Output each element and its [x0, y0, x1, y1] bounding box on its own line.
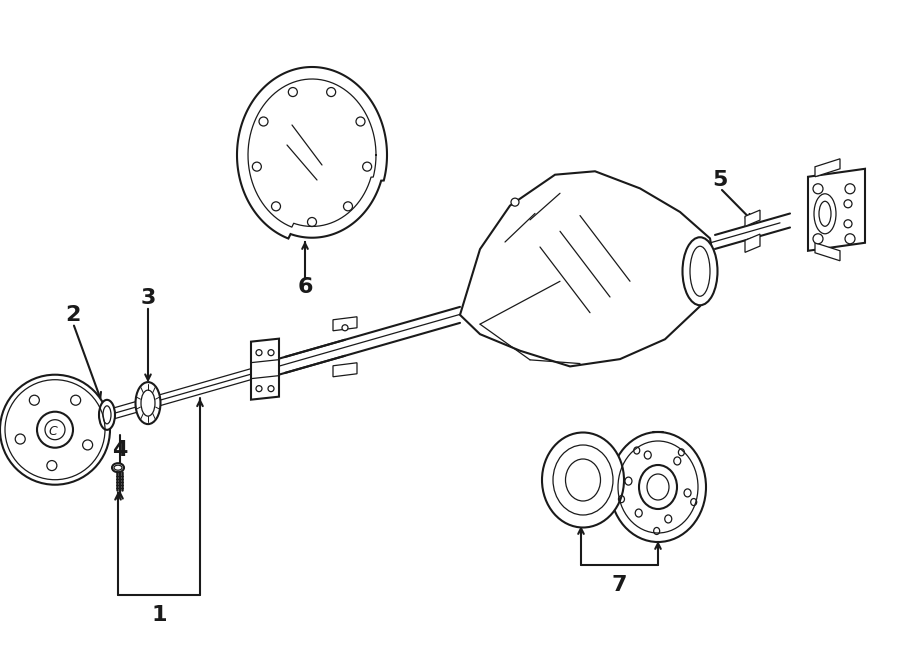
Circle shape [268, 385, 274, 392]
Circle shape [813, 184, 823, 194]
Ellipse shape [682, 237, 717, 305]
Text: 5: 5 [712, 170, 728, 190]
Text: 1: 1 [151, 605, 166, 625]
Circle shape [844, 200, 852, 208]
Text: 6: 6 [297, 277, 313, 297]
Polygon shape [745, 210, 760, 226]
Polygon shape [251, 338, 279, 400]
Circle shape [511, 198, 519, 206]
Polygon shape [237, 67, 387, 239]
Circle shape [845, 234, 855, 244]
Polygon shape [815, 243, 840, 261]
Polygon shape [333, 363, 357, 377]
Ellipse shape [112, 463, 124, 472]
Ellipse shape [610, 432, 706, 542]
Circle shape [342, 325, 348, 330]
Text: C: C [49, 425, 58, 438]
Circle shape [0, 375, 110, 485]
Polygon shape [815, 159, 840, 176]
Text: 3: 3 [140, 288, 156, 308]
Circle shape [845, 184, 855, 194]
Polygon shape [333, 317, 357, 330]
Circle shape [256, 385, 262, 392]
Ellipse shape [136, 382, 160, 424]
Circle shape [256, 350, 262, 356]
Circle shape [268, 350, 274, 356]
Text: 4: 4 [112, 440, 128, 460]
Polygon shape [460, 171, 715, 366]
Polygon shape [745, 234, 760, 253]
Circle shape [844, 219, 852, 228]
Text: 7: 7 [611, 575, 626, 595]
Ellipse shape [542, 432, 624, 527]
Polygon shape [808, 169, 865, 251]
Circle shape [813, 234, 823, 244]
Text: 2: 2 [66, 305, 81, 325]
Ellipse shape [99, 400, 115, 430]
